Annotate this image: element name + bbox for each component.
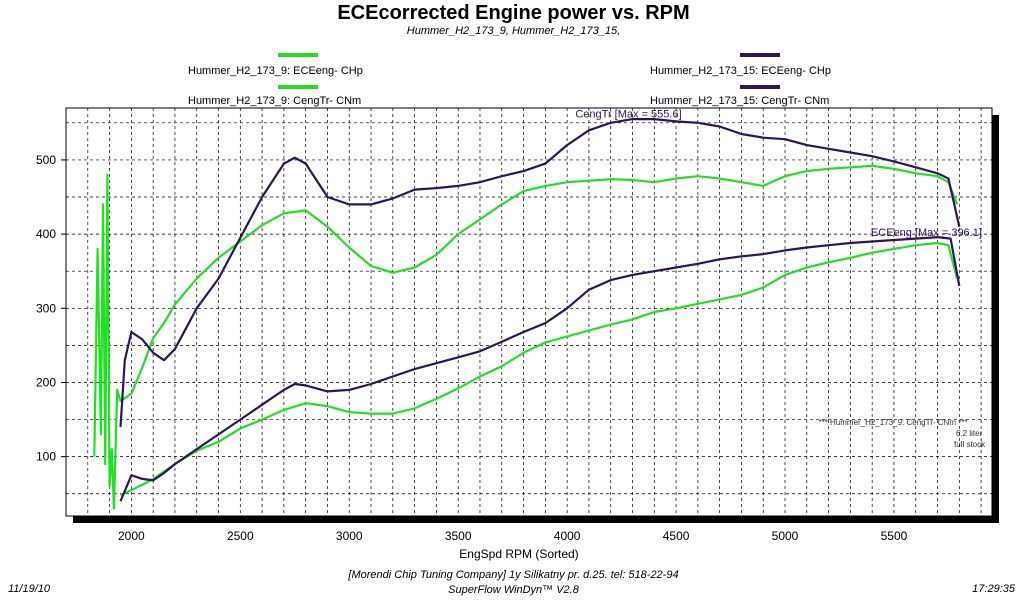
footer-time: 17:29:35 (972, 583, 1015, 595)
footer-software: SuperFlow WinDyn™ V2.8 (448, 584, 579, 596)
x-tick-label: 5500 (881, 529, 908, 543)
series-line-0 (120, 241, 959, 497)
note-line-2: full stock (954, 440, 986, 449)
note-line-0: *** Hummer_H2_173_9: CengTr- CNm *** (818, 418, 967, 427)
chart-subtitle: Hummer_H2_173_9, Hummer_H2_173_15, (406, 25, 621, 37)
x-tick-label: 3500 (445, 529, 472, 543)
legend-swatch-series-1 (278, 85, 318, 89)
x-tick-label: 2000 (118, 529, 145, 543)
y-tick-label: 400 (36, 227, 56, 241)
footer-company: [Morendi Chip Tuning Company] 1y Silikat… (348, 569, 679, 581)
y-tick-label: 100 (36, 450, 56, 464)
series-line-3 (119, 118, 961, 428)
series-line-1 (93, 164, 959, 510)
legend-label-series-0: Hummer_H2_173_9: ECEeng- CHp (188, 65, 363, 77)
plot-frame (65, 107, 993, 517)
x-tick-label: 4500 (663, 529, 690, 543)
x-axis-label: EngSpd RPM (Sorted) (459, 547, 578, 561)
legend-swatch-series-0 (278, 53, 318, 57)
legend-swatch-series-3 (740, 85, 780, 89)
x-tick-label: 2500 (227, 529, 254, 543)
legend-label-series-1: Hummer_H2_173_9: CengTr- CNm (188, 95, 362, 107)
x-tick-label: 3000 (336, 529, 363, 543)
chart-title: ECEcorrected Engine power vs. RPM (337, 2, 690, 24)
y-tick-label: 300 (36, 301, 56, 315)
series-line-2 (119, 236, 961, 502)
y-tick-label: 200 (36, 375, 56, 389)
x-tick-label: 4000 (554, 529, 581, 543)
legend-swatch-series-2 (740, 53, 780, 57)
footer-date: 11/19/10 (8, 583, 51, 595)
note-line-1: 6.2 liter (956, 429, 983, 438)
x-tick-label: 5000 (772, 529, 799, 543)
legend-label-series-2: Hummer_H2_173_15: ECEeng- CHp (650, 65, 831, 77)
annotation-cengtr-max: CengTr [Max = 555.6] (575, 109, 681, 121)
y-tick-label: 500 (36, 153, 56, 167)
legend-label-series-3: Hummer_H2_173_15: CengTr- CNm (650, 95, 830, 107)
annotation-eceeng-max: ECEeng [Max = 396.1] (871, 227, 982, 239)
